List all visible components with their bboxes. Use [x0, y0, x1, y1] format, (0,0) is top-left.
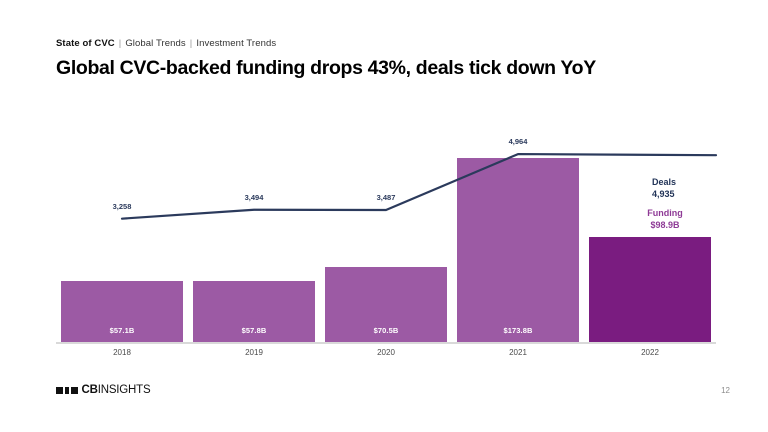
bar-value-2021: $173.8B — [503, 326, 533, 335]
x-tick-2018: 2018 — [113, 348, 131, 357]
deals-label-2020: 3,487 — [376, 192, 396, 202]
bar-value-2020: $70.5B — [373, 326, 399, 335]
page-title: Global CVC-backed funding drops 43%, dea… — [56, 57, 596, 79]
page-number: 12 — [721, 386, 730, 395]
cbinsights-logo: CBINSIGHTS — [56, 384, 151, 396]
x-tick-2019: 2019 — [245, 348, 263, 357]
logo-mark-icon — [56, 386, 78, 394]
deals-label-2018: 3,258 — [112, 201, 132, 211]
deals-line-path — [120, 152, 718, 220]
funding-callout-value: $98.9B — [650, 219, 680, 230]
bar-2020 — [325, 267, 447, 342]
bar-2022 — [589, 237, 711, 342]
bar-2018 — [61, 281, 183, 342]
logo-wordmark: CBINSIGHTS — [82, 384, 151, 396]
deals-callout-value: 4,935 — [652, 188, 675, 199]
bar-2021 — [457, 157, 579, 342]
funding-callout: Funding $98.9B — [625, 208, 705, 231]
deals-label-2021: 4,964 — [508, 137, 528, 147]
breadcrumb-primary: State of CVC — [56, 38, 115, 49]
bar-value-2018: $57.1B — [109, 326, 135, 335]
bar-value-2019: $57.8B — [241, 326, 267, 335]
bar-2019 — [193, 280, 315, 342]
x-tick-2021: 2021 — [509, 348, 527, 357]
logo-text-insights: INSIGHTS — [97, 384, 151, 396]
deals-callout: Deals 4,935 — [652, 177, 676, 200]
funding-callout-label: Funding — [647, 208, 683, 218]
breadcrumb-item-1: Investment Trends — [196, 38, 277, 49]
chart-container: $57.1B $57.8B $70.5B $173.8B 3,258 3,494 3,48… — [56, 130, 718, 360]
breadcrumb-separator-2: | — [189, 38, 193, 49]
x-tick-2020: 2020 — [377, 348, 395, 357]
breadcrumb: State of CVC | Global Trends | Investment Tr… — [56, 38, 276, 49]
deals-callout-label: Deals — [652, 177, 677, 187]
deals-label-2019: 3,494 — [244, 192, 264, 202]
breadcrumb-separator-1: | — [118, 38, 122, 49]
chart-plot-area: $57.1B $57.8B $70.5B $173.8B 3,258 3,494 3,48… — [56, 130, 718, 342]
deals-line-series — [120, 152, 718, 220]
x-axis-line — [56, 342, 716, 344]
logo-text-cb: CB — [81, 384, 98, 396]
breadcrumb-item-0: Global Trends — [125, 38, 186, 49]
x-tick-2022: 2022 — [641, 348, 659, 357]
